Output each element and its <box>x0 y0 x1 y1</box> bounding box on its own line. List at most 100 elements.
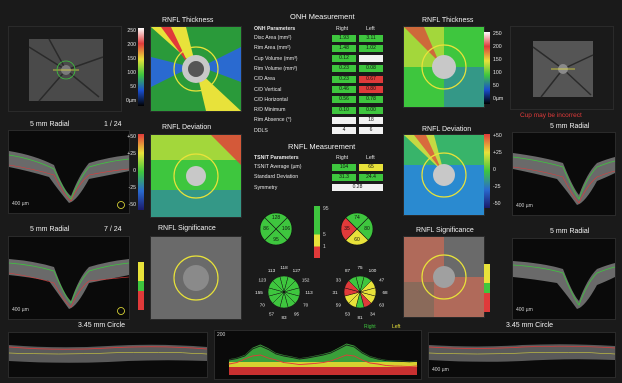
tsnit-point-left <box>283 362 285 363</box>
tsnit-point-left <box>252 355 253 357</box>
quadrant-value: 60 <box>354 237 360 243</box>
tsnit-point-right <box>306 357 308 359</box>
onh-row-label: Rim Absence (°) <box>254 117 292 124</box>
onh-header-param: ONH Parameters <box>254 26 296 32</box>
scale-250: 250 <box>127 28 136 34</box>
onh-row-label: Cup Volume (mm³) <box>254 55 298 62</box>
tsnit-point-left <box>393 365 394 367</box>
clock-value: 113 <box>305 290 313 295</box>
right-cup-warning: Cup may be incorrect <box>520 112 582 119</box>
tsnit-point-right <box>416 361 418 362</box>
tsnit-point-right <box>228 359 230 361</box>
right-circle-bscan[interactable]: 400 µm <box>428 332 616 378</box>
right-circle-scale: 400 µm <box>432 367 449 373</box>
clock-value: 81 <box>357 315 363 320</box>
left-circle-bscan[interactable] <box>8 332 208 378</box>
left-slo-fundus-image[interactable] <box>8 26 122 112</box>
onh-row-left-value: 18 <box>359 116 383 124</box>
clock-value: 87 <box>345 268 351 273</box>
tsnit-header-param: TSNIT Parameters <box>254 155 299 161</box>
tsnit-point-left <box>369 362 371 364</box>
onh-row-right-value: 0.10 <box>332 106 356 114</box>
tsnit-point-right <box>314 356 316 357</box>
onh-row-right-value: 0.23 <box>332 65 356 73</box>
onh-row-label: R/D Minimum <box>254 107 286 114</box>
clock-value: 123 <box>259 277 267 282</box>
clock-value: 68 <box>382 290 388 295</box>
right-radial1-bscan[interactable]: 400 µm <box>512 132 616 216</box>
onh-row-label: Rim Volume (mm³) <box>254 65 298 72</box>
left-radial1-label: 5 mm Radial <box>30 121 70 128</box>
tsnit-chart-panel[interactable]: 200 <box>214 330 422 380</box>
tsnit-legend-left: Left <box>392 324 401 330</box>
right-radial2-bscan[interactable]: 400 µm <box>512 238 616 320</box>
right-slo-fundus-image[interactable] <box>510 26 614 110</box>
tsnit-row-label: Symmetry <box>254 184 278 191</box>
right-deviation-colorbar <box>484 134 490 208</box>
clock-value: 70 <box>260 302 266 307</box>
right-deviation-map[interactable] <box>403 134 485 216</box>
tsnit-point-left <box>322 362 324 363</box>
quadrant-legend-5: 5 <box>323 232 326 238</box>
tsnit-point-right <box>353 346 355 348</box>
onh-row-label: C/D Area <box>254 76 276 83</box>
right-thickness-map[interactable] <box>403 26 485 108</box>
right-significance-map[interactable] <box>403 236 485 318</box>
onh-row-left-value: 0.78 <box>359 96 383 104</box>
onh-row-left-value: 6 <box>359 127 383 135</box>
tsnit-point-left <box>416 365 418 367</box>
tsnit-point-left <box>228 363 230 365</box>
left-thickness-scale: 250 200 150 100 50 0µm <box>126 27 136 105</box>
clock-sector <box>272 276 285 293</box>
left-deviation-map[interactable] <box>150 134 242 218</box>
tsnit-point-right <box>236 358 238 359</box>
scale-0: 0µm <box>493 96 504 102</box>
onh-header-left: Left <box>366 26 375 32</box>
left-radial2-bscan[interactable]: 400 µm <box>8 236 130 320</box>
left-radial2-scale: 400 µm <box>12 307 29 313</box>
left-thickness-map[interactable] <box>150 26 242 112</box>
onh-row-right-value: 0.56 <box>332 96 356 104</box>
clock-value: 75 <box>357 265 363 270</box>
onh-row-left-value: 0.08 <box>359 65 383 73</box>
clock-value: 118 <box>280 265 288 270</box>
right-radial1-label: 5 mm Radial <box>550 123 590 130</box>
left-quadrant-chart: 74 80 60 35 <box>340 212 374 246</box>
clock-value: 53 <box>345 311 351 316</box>
right-radial1-scale: 400 µm <box>516 203 533 209</box>
right-deviation-scale: +50 +25 0 -25 -50 <box>493 132 502 208</box>
left-radial1-scale: 400 µm <box>12 201 29 207</box>
left-deviation-scale: +50 +25 0 -25 -50 <box>124 133 136 209</box>
onh-row-left-value: 0.80 <box>359 86 383 93</box>
left-thickness-colorbar <box>138 28 144 106</box>
left-significance-map[interactable] <box>150 236 242 320</box>
tsnit-point-left <box>291 363 293 364</box>
right-significance-title: RNFL Significance <box>416 227 474 234</box>
onh-row-left-value: 3.11 <box>359 34 383 42</box>
clock-value: 47 <box>379 277 385 282</box>
scale-zero: 0 <box>493 167 496 173</box>
right-radial2-label: 5 mm Radial <box>550 228 590 235</box>
tsnit-point-right <box>338 348 340 350</box>
tsnit-point-left <box>330 360 332 362</box>
scale-150: 150 <box>493 57 502 63</box>
quadrant-value: 86 <box>263 226 269 232</box>
left-significance-colorbar <box>138 262 144 310</box>
quadrant-value: 95 <box>273 237 279 243</box>
left-radial1-index: 1 / 24 <box>104 121 122 128</box>
scale-plus25: +25 <box>493 150 502 156</box>
tsnit-point-left <box>338 357 340 359</box>
clock-value: 59 <box>336 302 342 307</box>
left-radial1-bscan[interactable]: 400 µm <box>8 130 130 214</box>
quadrant-legend-95: 95 <box>323 206 329 212</box>
scale-100: 100 <box>127 70 136 76</box>
tsnit-point-right <box>275 353 277 355</box>
tsnit-point-left <box>259 354 261 356</box>
quadrant-legend-1: 1 <box>323 244 326 250</box>
onh-row-right-value <box>332 116 356 124</box>
tsnit-row-right-value: 104 <box>332 163 356 171</box>
clock-value: 152 <box>302 277 310 282</box>
scale-minus25: -25 <box>493 184 501 190</box>
clock-value: 95 <box>294 311 300 316</box>
